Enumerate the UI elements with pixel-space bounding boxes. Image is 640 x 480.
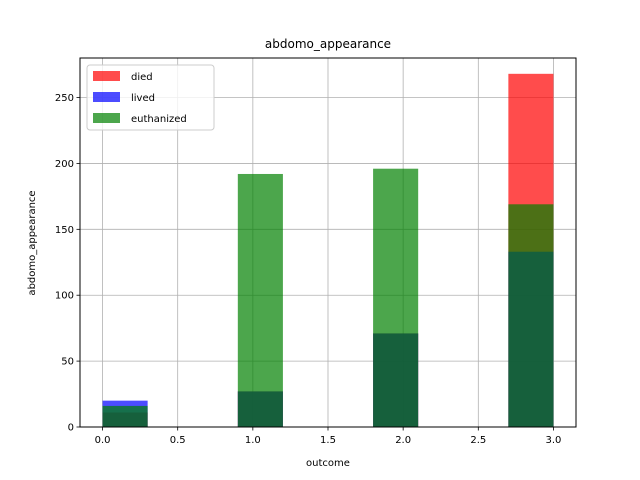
legend-label-lived: lived xyxy=(131,93,155,104)
x-tick-label: 0.0 xyxy=(95,435,111,446)
x-tick-label: 0.5 xyxy=(170,435,186,446)
x-axis-ticks: 0.0 0.5 1.0 1.5 2.0 2.5 3.0 xyxy=(95,427,562,446)
x-tick-label: 1.5 xyxy=(320,435,336,446)
bar-euthanized xyxy=(102,405,148,427)
legend-swatch-lived xyxy=(93,92,120,102)
x-tick-label: 3.0 xyxy=(546,435,562,446)
bar-euthanized xyxy=(373,168,419,427)
y-tick-label: 250 xyxy=(55,93,74,104)
legend-swatch-euthanized xyxy=(93,113,120,123)
x-tick-label: 2.0 xyxy=(395,435,411,446)
x-tick-label: 1.0 xyxy=(245,435,261,446)
y-tick-label: 200 xyxy=(55,159,74,170)
bar-euthanized xyxy=(237,173,283,427)
legend-label-euthanized: euthanized xyxy=(131,114,187,125)
chart-title: abdomo_appearance xyxy=(265,37,391,51)
legend-swatch-died xyxy=(93,71,120,81)
legend: died lived euthanized xyxy=(86,64,215,131)
y-tick-label: 0 xyxy=(68,423,74,434)
y-tick-label: 50 xyxy=(61,357,74,368)
legend-label-died: died xyxy=(131,72,153,83)
x-tick-label: 2.5 xyxy=(470,435,486,446)
y-axis-label: abdomo_appearance xyxy=(27,190,38,295)
y-tick-label: 150 xyxy=(55,225,74,236)
x-axis-label: outcome xyxy=(306,458,350,469)
bar-euthanized xyxy=(508,204,554,427)
y-axis-ticks: 0 50 100 150 200 250 xyxy=(55,93,80,434)
bars xyxy=(102,73,554,428)
y-tick-label: 100 xyxy=(55,291,74,302)
